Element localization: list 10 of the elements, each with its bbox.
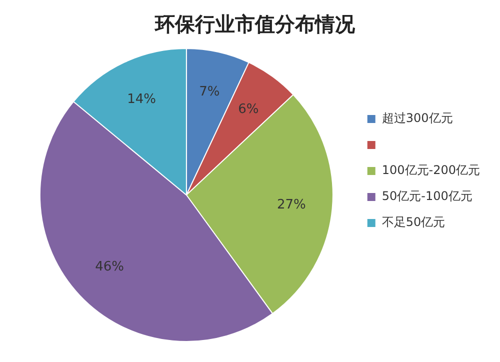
data-label: 6% <box>238 102 259 118</box>
legend-label: 50亿元-100亿元 <box>382 189 472 204</box>
chart-title: 环保行业市值分布情况 <box>154 12 356 36</box>
data-label: 46% <box>95 260 124 275</box>
legend-label: 不足50亿元 <box>382 215 446 230</box>
data-label: 7% <box>199 84 220 100</box>
legend-label: 超过300亿元 <box>382 111 453 126</box>
data-label: 14% <box>127 92 156 107</box>
legend-label: 100亿元-200亿元 <box>382 163 480 178</box>
data-label: 27% <box>276 197 306 212</box>
